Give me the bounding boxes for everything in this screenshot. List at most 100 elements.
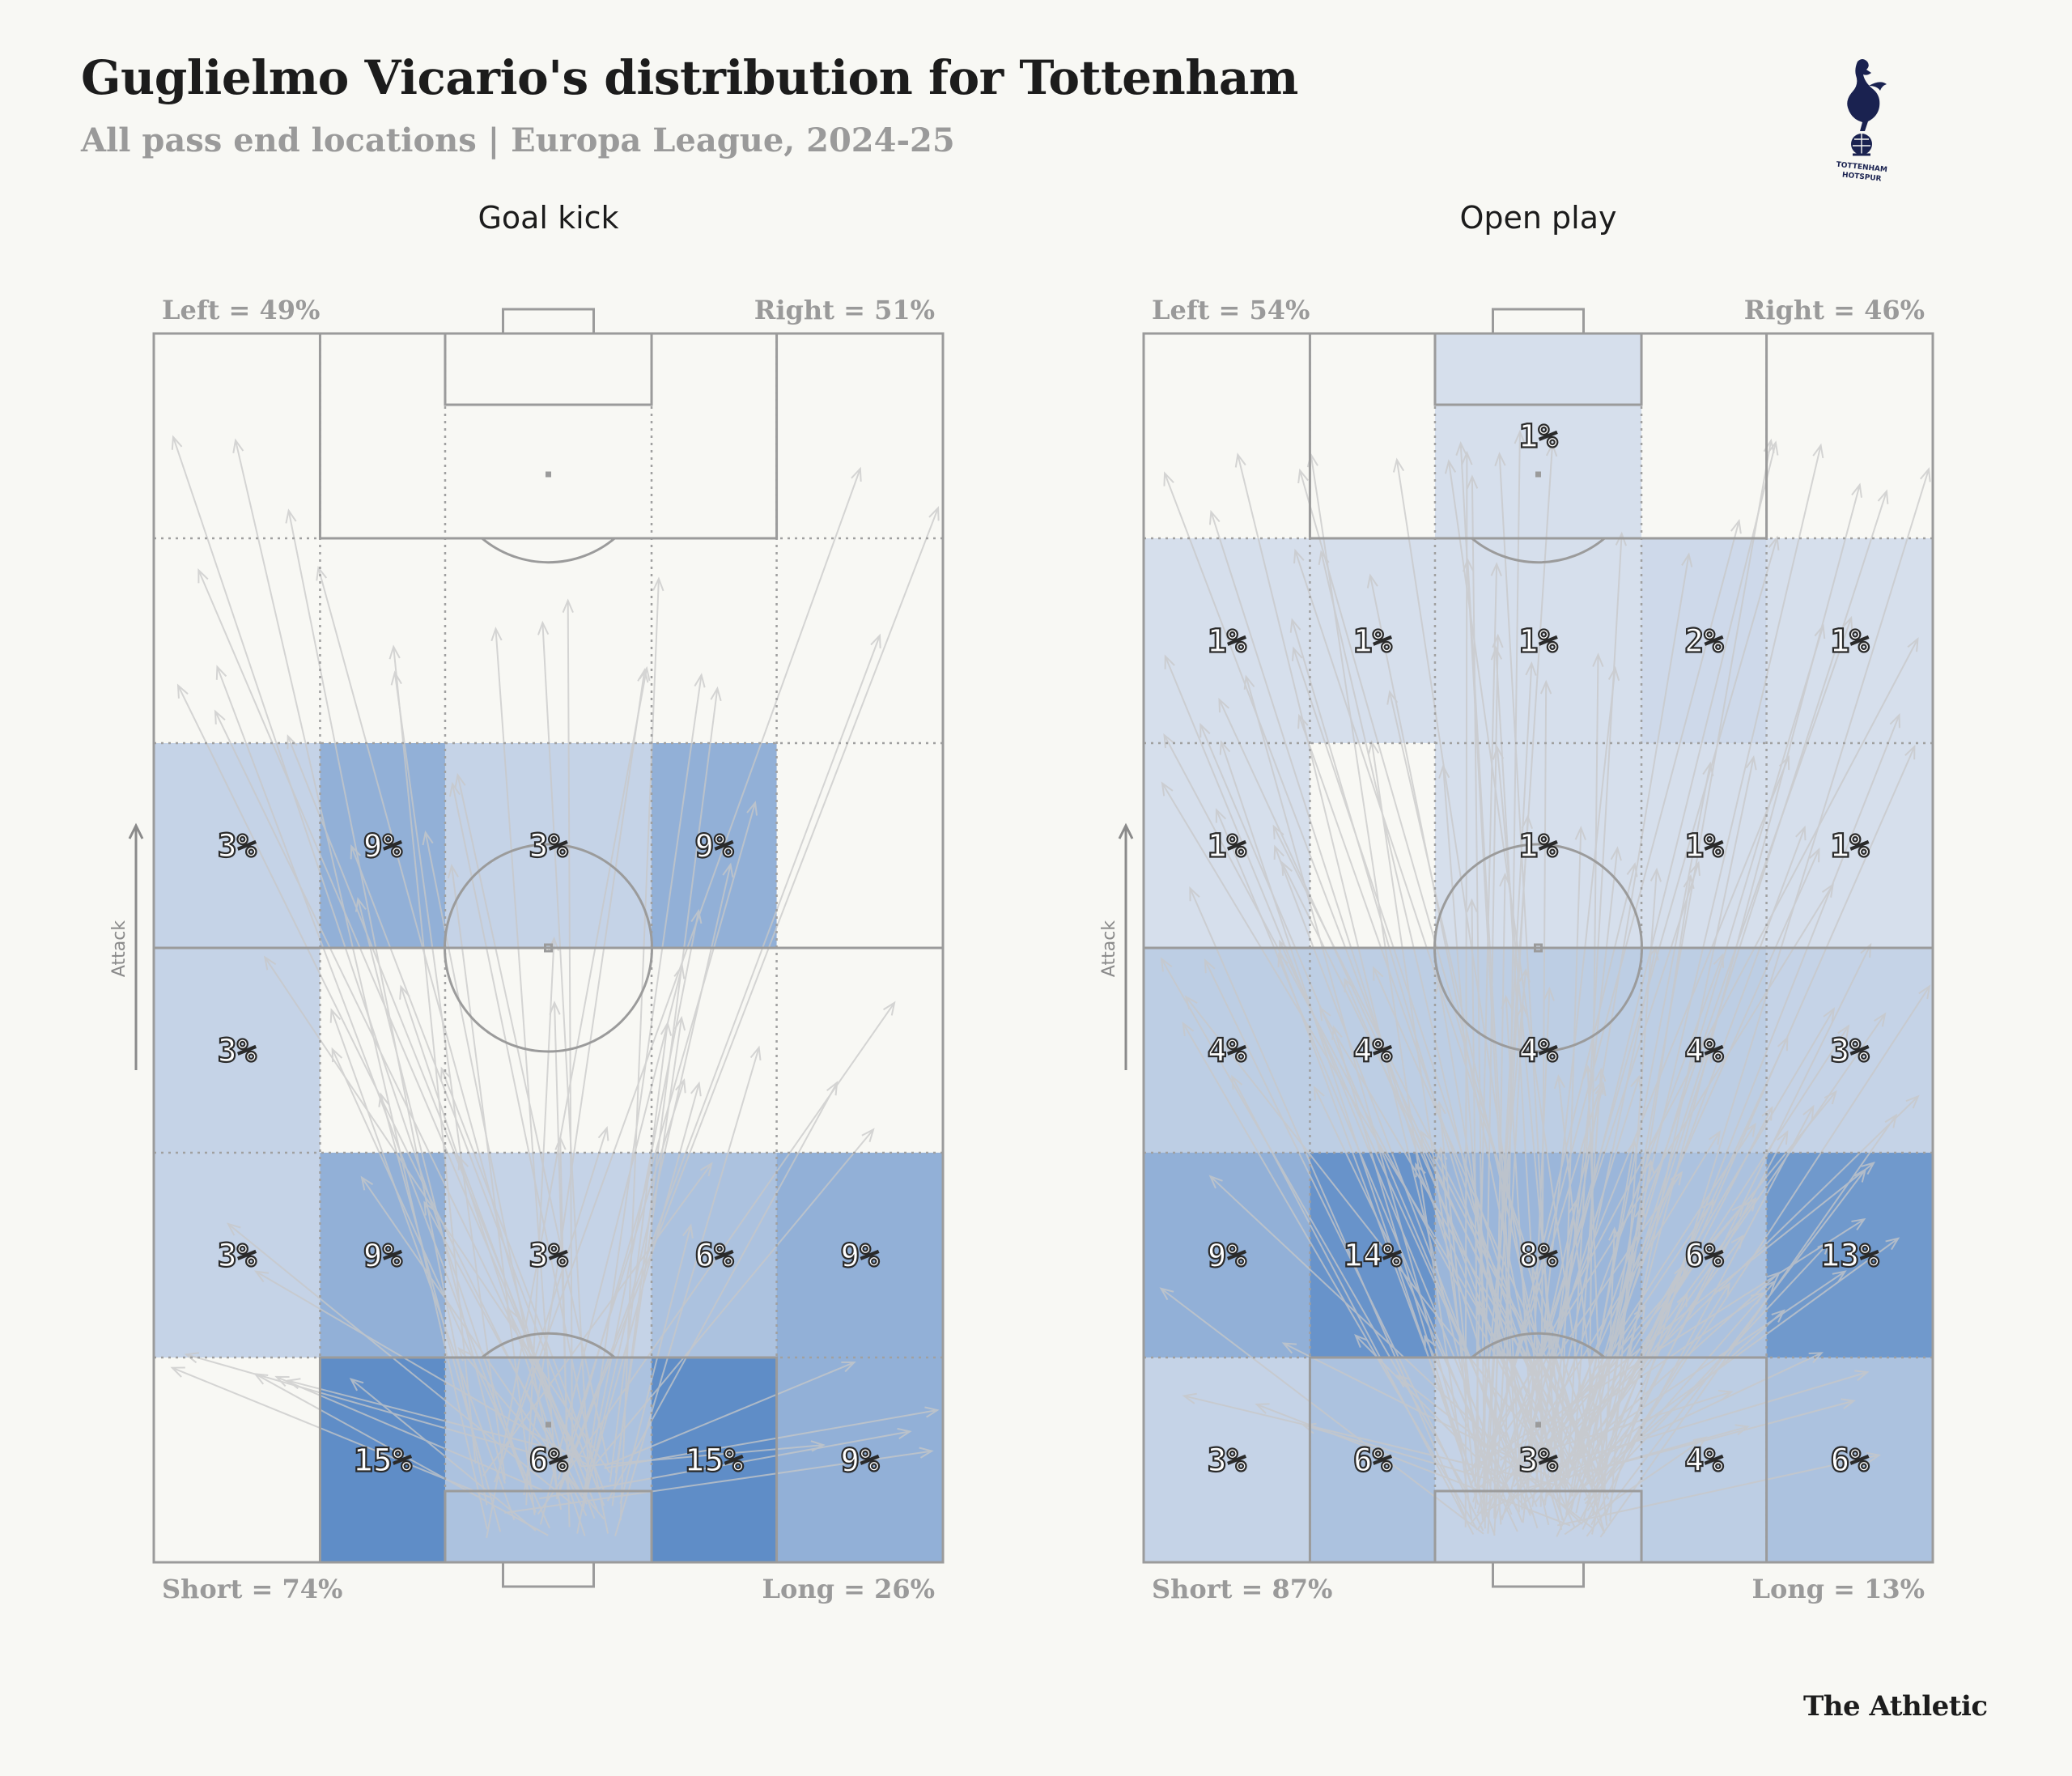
pass-arrowhead: [1854, 1370, 1870, 1382]
zone-label: 1%: [1830, 623, 1869, 661]
pass-arrowhead: [490, 627, 503, 642]
pass-arrowhead: [1866, 1451, 1882, 1464]
zone-cell: [776, 1153, 943, 1357]
pass-arrowhead: [1701, 1199, 1715, 1214]
pitch-lines: [152, 308, 945, 1588]
publisher-credit: The Athletic: [1803, 1690, 1988, 1723]
pass-arrowhead: [1761, 1106, 1773, 1121]
zone-cell: [1766, 1153, 1933, 1357]
pass-arrow: [361, 1177, 588, 1505]
pass-arrow: [1513, 1091, 1837, 1488]
pass-arrowhead: [690, 1081, 702, 1097]
pass-arrowhead: [331, 1047, 343, 1063]
pass-arrow: [400, 986, 586, 1536]
pass-arrowhead: [1582, 1064, 1594, 1080]
pass-arrowhead: [1692, 1436, 1708, 1449]
pass-arrow: [1577, 1310, 1785, 1493]
pass-arrowhead: [1574, 826, 1586, 840]
pass-arrowhead: [699, 1162, 713, 1177]
zone-label: 6%: [1353, 1442, 1392, 1480]
attack-label: Attack: [1099, 920, 1119, 977]
pass-arrowhead: [826, 1081, 839, 1096]
pass-arrow: [1467, 1218, 1865, 1472]
zone-cell: [1434, 334, 1642, 538]
zone-label: 9%: [840, 1238, 879, 1275]
pass-arrowhead: [378, 1092, 390, 1107]
pass-arrowhead: [1689, 860, 1700, 876]
pass-arrowhead: [454, 772, 466, 788]
pass-arrowhead: [1395, 1374, 1411, 1388]
pass-arrowhead: [170, 1366, 185, 1378]
pass-arrowhead: [399, 984, 410, 1000]
pass-arrowhead: [928, 505, 940, 521]
pass-arrow: [1539, 947, 1657, 1490]
pass-arrowhead: [1823, 1007, 1836, 1022]
pass-arrow: [317, 567, 565, 1462]
pass-arrowhead: [1354, 1333, 1369, 1349]
zone-cell: [1766, 538, 1933, 743]
pass-arrow: [255, 1270, 592, 1468]
pass-arrowhead: [448, 781, 461, 797]
long-share-label: Long = 13%: [1751, 1574, 1925, 1604]
pass-arrow: [495, 628, 558, 1498]
pass-arrowhead: [722, 862, 734, 877]
pass-arrowhead: [1297, 713, 1309, 729]
pass-arrow: [1555, 1025, 1849, 1479]
pass-arrowhead: [1808, 1352, 1824, 1363]
zone-label: 8%: [1518, 1238, 1557, 1275]
pass-arrowhead: [388, 644, 401, 660]
pass-arrow: [1517, 1391, 1732, 1460]
pass-arrow: [1484, 663, 1533, 1512]
pass-arrowhead: [423, 1200, 435, 1216]
pass-arrow: [214, 711, 583, 1468]
pass-arrowhead: [1543, 986, 1555, 1001]
pass-arrowhead: [547, 936, 560, 951]
pass-arrowhead: [226, 1222, 241, 1236]
pass-arrow: [1563, 491, 1887, 1492]
pass-arrowhead: [1841, 1398, 1856, 1410]
pass-arrowhead: [1518, 967, 1531, 983]
pass-arrowhead: [1718, 1390, 1734, 1401]
left-share-label: Left = 49%: [162, 295, 320, 325]
pass-arrowhead: [1766, 1271, 1781, 1285]
pass-arrow: [1554, 1013, 1886, 1494]
pass-arrowhead: [1615, 531, 1627, 546]
pass-arrowhead: [447, 864, 459, 879]
pass-arrowhead: [841, 1361, 856, 1373]
pass-arrowhead: [1539, 679, 1552, 695]
pass-arrow: [350, 846, 605, 1506]
pass-arrowhead: [1289, 618, 1301, 633]
pass-arrowhead: [1610, 846, 1622, 861]
pass-arrowhead: [1821, 882, 1834, 898]
penalty-arc-top: [1471, 537, 1606, 564]
zone-cell: [1144, 1153, 1310, 1357]
zone-cell: [154, 1153, 321, 1357]
pass-arrowhead: [1366, 573, 1378, 588]
pass-arrow: [502, 1128, 608, 1460]
pass-arrow: [357, 899, 506, 1484]
pass-arrow: [1577, 1131, 1789, 1523]
pass-arrowhead: [870, 633, 881, 649]
pass-arrowhead: [1392, 457, 1405, 473]
pass-arrowhead: [1743, 1122, 1756, 1137]
pass-arrow: [1522, 1272, 1780, 1506]
pass-arrow: [1272, 826, 1603, 1483]
pitch-lines: [1142, 308, 1934, 1588]
long-share-label: Long = 26%: [762, 1574, 935, 1604]
pass-arrowhead: [1594, 1081, 1607, 1097]
pass-arrowhead: [1159, 1287, 1174, 1301]
pass-arrowhead: [597, 1125, 609, 1141]
pass-arrowhead: [924, 1406, 940, 1418]
pass-arrow: [557, 1080, 686, 1481]
pass-arrowhead: [1438, 763, 1450, 779]
zone-cell: [1766, 1357, 1933, 1562]
pass-arrowhead: [1745, 754, 1757, 771]
pass-arrowhead: [360, 1175, 374, 1191]
pass-arrowhead: [1164, 654, 1175, 669]
pass-arrowhead: [1420, 1129, 1432, 1145]
short-share-label: Short = 74%: [162, 1574, 342, 1604]
short-share-label: Short = 87%: [1152, 1574, 1332, 1604]
zone-label: 1%: [1208, 828, 1246, 865]
tottenham-crest-icon: TOTTENHAM HOTSPUR: [1836, 59, 1887, 184]
left-share-label: Left = 54%: [1152, 295, 1310, 325]
